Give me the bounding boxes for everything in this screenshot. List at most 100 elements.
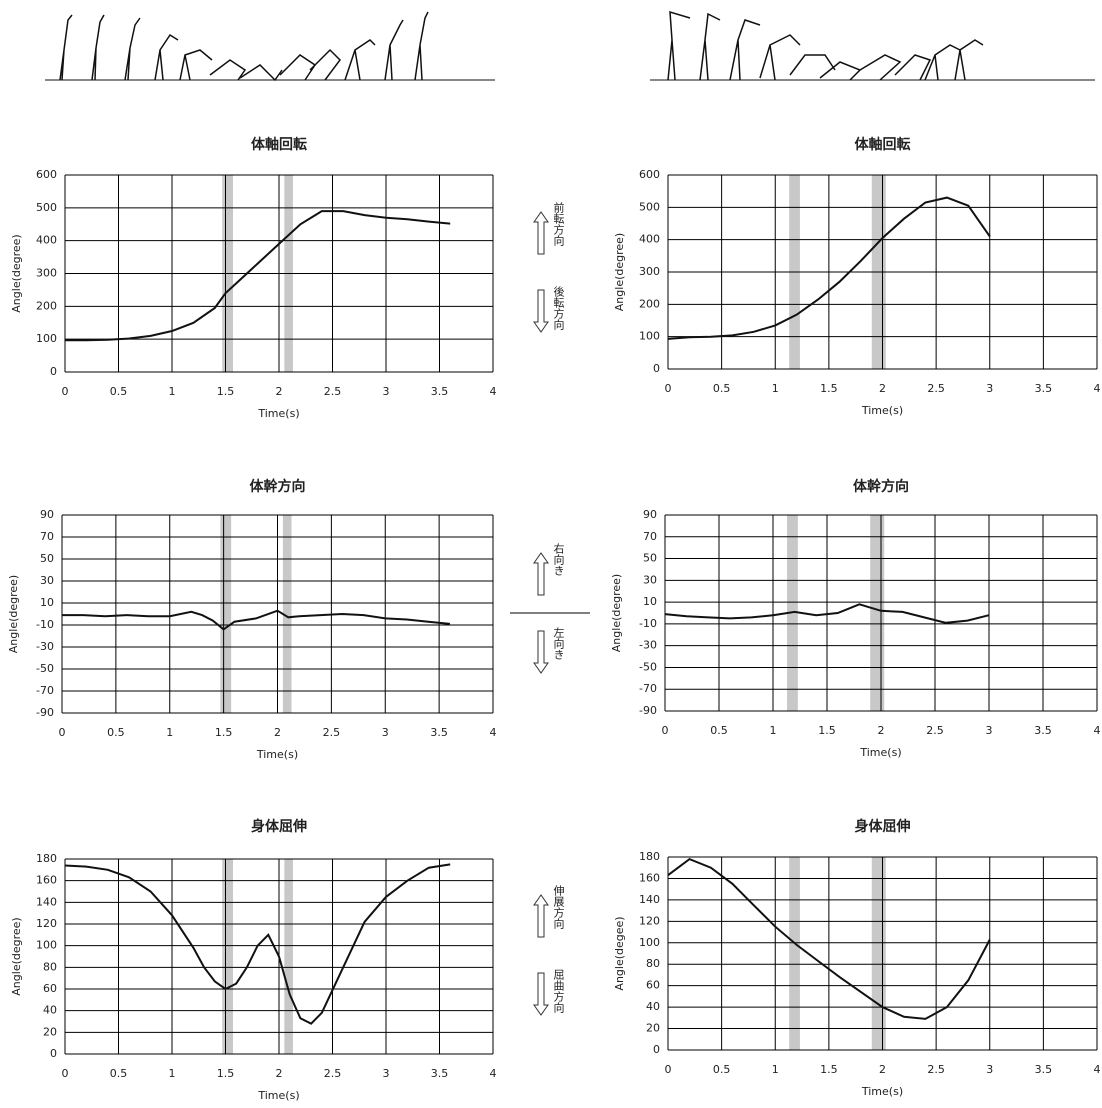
x-tick-label: 1 (770, 724, 777, 737)
x-tick-label: 1.5 (818, 724, 836, 737)
x-tick-label: 1 (772, 1063, 779, 1076)
x-tick-label: 0.5 (107, 726, 125, 739)
x-tick-label: 1.5 (820, 1063, 838, 1076)
y-tick-label: 50 (40, 552, 54, 565)
y-tick-label: 500 (639, 200, 660, 213)
x-tick-label: 3.5 (430, 726, 448, 739)
x-tick-label: 0.5 (110, 1067, 128, 1080)
up-arrow (533, 211, 549, 255)
x-tick-label: 1 (166, 726, 173, 739)
chart-title: 身体屈伸 (251, 818, 307, 835)
y-tick-label: 0 (50, 365, 57, 378)
data-line (62, 609, 451, 631)
y-tick-label: 180 (639, 850, 660, 863)
x-tick-label: 2 (878, 724, 885, 737)
x-axis-label: Time(s) (257, 407, 299, 420)
y-axis-label: Angle(degee) (613, 916, 626, 990)
annotation-down: 屈曲方向 (552, 969, 565, 1013)
y-tick-label: 60 (646, 979, 660, 992)
x-tick-label: 0 (62, 385, 69, 398)
y-tick-label: 100 (639, 330, 660, 343)
x-tick-label: 2.5 (926, 724, 944, 737)
chart-title: 身体屈伸 (855, 818, 911, 835)
x-tick-label: 3.5 (1034, 724, 1052, 737)
y-tick-label: 50 (643, 552, 657, 565)
x-tick-label: 2.5 (323, 726, 341, 739)
y-tick-label: 70 (643, 530, 657, 543)
y-tick-label: 0 (653, 1043, 660, 1056)
y-tick-label: 100 (36, 939, 57, 952)
x-tick-label: 3 (382, 726, 389, 739)
x-tick-label: 4 (1094, 1063, 1101, 1076)
y-tick-label: -90 (639, 704, 657, 717)
highlight-band (871, 857, 886, 1050)
chart-title: 体幹方向 (853, 478, 909, 495)
highlight-band (222, 859, 233, 1054)
data-line (667, 857, 991, 1020)
highlight-band (284, 859, 293, 1054)
x-tick-label: 0 (662, 724, 669, 737)
down-arrow (533, 289, 549, 333)
y-tick-label: 80 (43, 960, 57, 973)
x-tick-label: 3.5 (1035, 382, 1053, 395)
y-tick-label: 30 (40, 574, 54, 587)
y-tick-label: 160 (639, 871, 660, 884)
y-tick-label: 70 (40, 530, 54, 543)
stick-figures-left (45, 11, 495, 82)
x-tick-label: 0 (62, 1067, 69, 1080)
y-tick-label: 60 (43, 982, 57, 995)
y-tick-label: 400 (36, 234, 57, 247)
x-tick-label: 3 (986, 382, 993, 395)
up-arrow (533, 894, 549, 938)
x-tick-label: 2.5 (324, 385, 342, 398)
y-tick-label: -90 (36, 706, 54, 719)
stick-figures-right (650, 10, 1095, 81)
y-tick-label: -70 (639, 682, 657, 695)
x-axis-label: Time(s) (859, 746, 901, 759)
y-tick-label: -10 (639, 617, 657, 630)
x-tick-label: 2.5 (927, 1063, 945, 1076)
chart-title: 体軸回転 (251, 136, 307, 153)
y-tick-label: 200 (639, 297, 660, 310)
x-tick-label: 2 (276, 385, 283, 398)
y-tick-label: 40 (646, 1000, 660, 1013)
y-axis-label: Angle(degree) (613, 233, 626, 311)
y-tick-label: -50 (639, 660, 657, 673)
x-tick-label: 2 (879, 1063, 886, 1076)
y-tick-label: 10 (643, 595, 657, 608)
x-axis-label: Time(s) (861, 404, 903, 417)
y-tick-label: 20 (646, 1022, 660, 1035)
x-axis-label: Time(s) (256, 748, 298, 761)
y-tick-label: 0 (50, 1047, 57, 1060)
y-axis-label: Angle(degree) (7, 575, 20, 653)
x-tick-label: 0 (665, 382, 672, 395)
x-tick-label: 3 (986, 724, 993, 737)
y-axis-label: Angle(degree) (610, 574, 623, 652)
y-tick-label: 600 (36, 168, 57, 181)
y-tick-label: 300 (639, 265, 660, 278)
y-tick-label: 100 (36, 332, 57, 345)
highlight-band (870, 515, 885, 711)
x-tick-label: 2.5 (324, 1067, 342, 1080)
x-tick-label: 1.5 (820, 382, 838, 395)
x-tick-label: 1.5 (215, 726, 233, 739)
x-tick-label: 2 (276, 1067, 283, 1080)
y-tick-label: -30 (36, 640, 54, 653)
down-arrow (533, 630, 549, 674)
y-tick-label: 200 (36, 299, 57, 312)
x-tick-label: 2.5 (927, 382, 945, 395)
x-tick-label: 0.5 (110, 385, 128, 398)
x-tick-label: 0.5 (710, 724, 728, 737)
y-tick-label: -70 (36, 684, 54, 697)
y-tick-label: 100 (639, 936, 660, 949)
x-tick-label: 3 (383, 1067, 390, 1080)
annotation-down: 後転方向 (552, 285, 565, 330)
y-tick-label: 140 (36, 895, 57, 908)
x-tick-label: 2 (879, 382, 886, 395)
y-tick-label: 300 (36, 267, 57, 280)
y-tick-label: 0 (653, 362, 660, 375)
y-tick-label: 40 (43, 1004, 57, 1017)
y-tick-label: 600 (639, 168, 660, 181)
x-tick-label: 1 (169, 385, 176, 398)
